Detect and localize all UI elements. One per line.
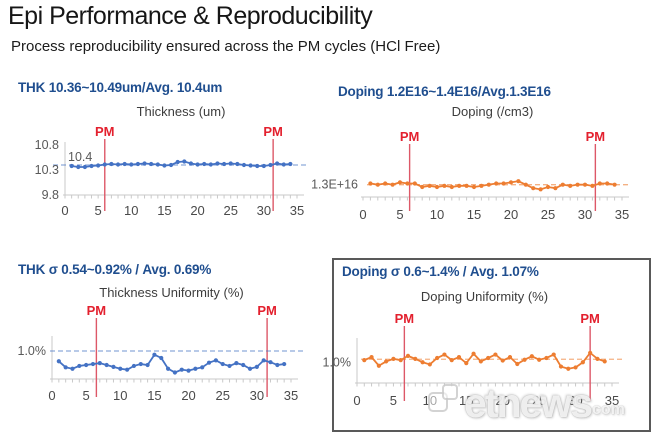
svg-text:15: 15 <box>459 393 473 408</box>
svg-text:25: 25 <box>532 393 546 408</box>
svg-text:15: 15 <box>147 388 161 403</box>
page-subtitle: Process reproducibility ensured across t… <box>11 38 441 55</box>
svg-text:9.8: 9.8 <box>42 188 59 202</box>
doping-uniformity-panel-header: Doping σ 0.6~1.4% / Avg. 1.07% <box>342 264 539 279</box>
etnews-logo-icon <box>426 382 462 422</box>
thickness-chart: 0 5 10 15 20 25 30 35 PM PM 10.8 10.3 9.8 10.4 <box>35 124 309 218</box>
svg-text:20: 20 <box>495 393 509 408</box>
svg-text:10.3: 10.3 <box>35 163 59 177</box>
svg-text:0: 0 <box>61 203 68 218</box>
svg-text:25: 25 <box>541 207 555 222</box>
svg-text:30: 30 <box>568 393 582 408</box>
svg-text:30: 30 <box>578 207 592 222</box>
svg-text:35: 35 <box>284 388 298 403</box>
doping-chart: 0 5 10 15 20 25 30 35 PM PM 1.3E+16 <box>311 129 629 222</box>
svg-text:0: 0 <box>48 388 55 403</box>
svg-text:10.8: 10.8 <box>35 138 59 152</box>
svg-text:PM: PM <box>400 129 420 144</box>
thickness-uniformity-chart: 0 5 10 15 20 25 30 35 PM PM 1.0% <box>18 303 304 403</box>
svg-text:15: 15 <box>157 203 171 218</box>
svg-text:20: 20 <box>190 203 204 218</box>
svg-text:0: 0 <box>353 393 360 408</box>
svg-text:5: 5 <box>396 207 403 222</box>
svg-text:1.3E+16: 1.3E+16 <box>311 178 358 192</box>
svg-text:25: 25 <box>215 388 229 403</box>
svg-text:PM: PM <box>395 311 415 326</box>
watermark-tld-text: com <box>592 401 625 418</box>
doping-uniformity-chart-title: Doping Uniformity (%) <box>420 289 549 304</box>
etnews-logo-square-small-icon <box>442 384 458 400</box>
doping-chart-title: Doping (/cm3) <box>451 104 534 119</box>
thickness-uniformity-chart-title: Thickness Uniformity (%) <box>99 285 244 300</box>
highlight-box <box>332 258 651 432</box>
etnews-watermark: etnews com <box>426 380 625 427</box>
doping-panel-header: Doping 1.2E16~1.4E16/Avg.1.3E16 <box>338 84 551 99</box>
svg-text:10.4: 10.4 <box>68 150 92 164</box>
svg-text:1.0%: 1.0% <box>323 355 352 369</box>
svg-text:5: 5 <box>83 388 90 403</box>
svg-text:5: 5 <box>95 203 102 218</box>
thickness-chart-title: Thickness (um) <box>136 104 226 119</box>
svg-text:15: 15 <box>467 207 481 222</box>
svg-text:5: 5 <box>390 393 397 408</box>
svg-text:30: 30 <box>250 388 264 403</box>
page-title: Epi Performance & Reproducibility <box>8 2 373 30</box>
svg-text:PM: PM <box>87 303 107 318</box>
svg-text:PM: PM <box>257 303 277 318</box>
svg-text:0: 0 <box>359 207 366 222</box>
svg-text:10: 10 <box>430 207 444 222</box>
svg-text:30: 30 <box>257 203 271 218</box>
svg-text:20: 20 <box>504 207 518 222</box>
svg-text:PM: PM <box>586 129 606 144</box>
svg-text:1.0%: 1.0% <box>18 344 47 358</box>
svg-text:35: 35 <box>615 207 629 222</box>
svg-text:PM: PM <box>95 124 115 139</box>
svg-text:PM: PM <box>580 311 600 326</box>
svg-text:35: 35 <box>290 203 304 218</box>
thickness-uniformity-panel-header: THK σ 0.54~0.92% / Avg. 0.69% <box>18 262 212 277</box>
svg-text:25: 25 <box>223 203 237 218</box>
svg-text:10: 10 <box>124 203 138 218</box>
watermark-brand-text: etnews <box>464 380 593 427</box>
svg-text:PM: PM <box>263 124 283 139</box>
thickness-panel-header: THK 10.36~10.49um/Avg. 10.4um <box>18 80 223 95</box>
svg-text:35: 35 <box>605 393 619 408</box>
svg-text:10: 10 <box>113 388 127 403</box>
svg-text:20: 20 <box>181 388 195 403</box>
